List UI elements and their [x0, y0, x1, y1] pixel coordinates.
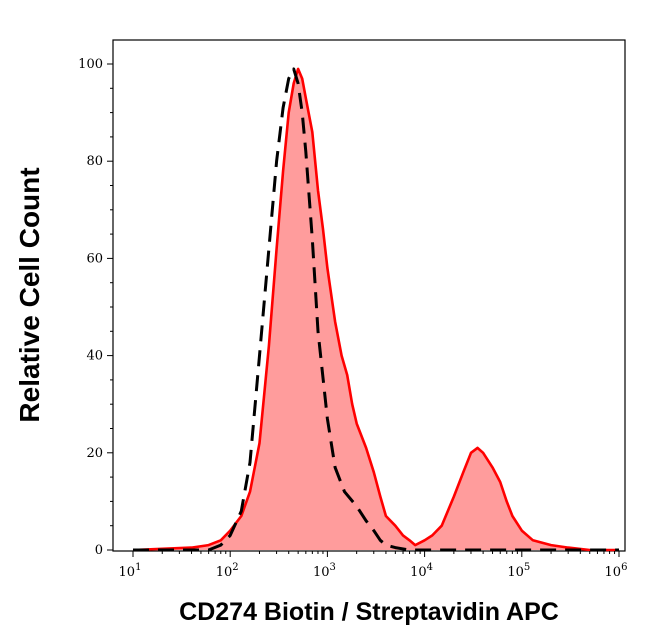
y-tick-label: 80 [86, 154, 103, 169]
control-series-line [133, 67, 619, 552]
x-tick-label: 104 [410, 562, 433, 580]
x-tick-label: 106 [605, 562, 628, 580]
x-tick-label: 105 [507, 562, 530, 580]
y-tick-label: 20 [86, 446, 103, 461]
y-tick-label: 40 [86, 349, 103, 364]
x-axis: 101 102 103 104 105 106 [119, 551, 628, 580]
x-axis-title: CD274 Biotin / Streptavidin APC [179, 598, 559, 626]
y-tick-label: 60 [86, 251, 103, 266]
y-tick-label: 100 [78, 57, 103, 72]
stained-series-line [132, 67, 619, 552]
x-tick-label: 103 [313, 562, 336, 580]
x-tick-label: 102 [216, 562, 239, 580]
y-tick-label: 0 [95, 543, 103, 558]
y-axis-title: Relative Cell Count [14, 167, 45, 422]
series-layer [132, 67, 619, 552]
x-tick-label: 101 [119, 562, 142, 580]
y-axis: 0 20 40 60 80 100 [78, 57, 113, 558]
